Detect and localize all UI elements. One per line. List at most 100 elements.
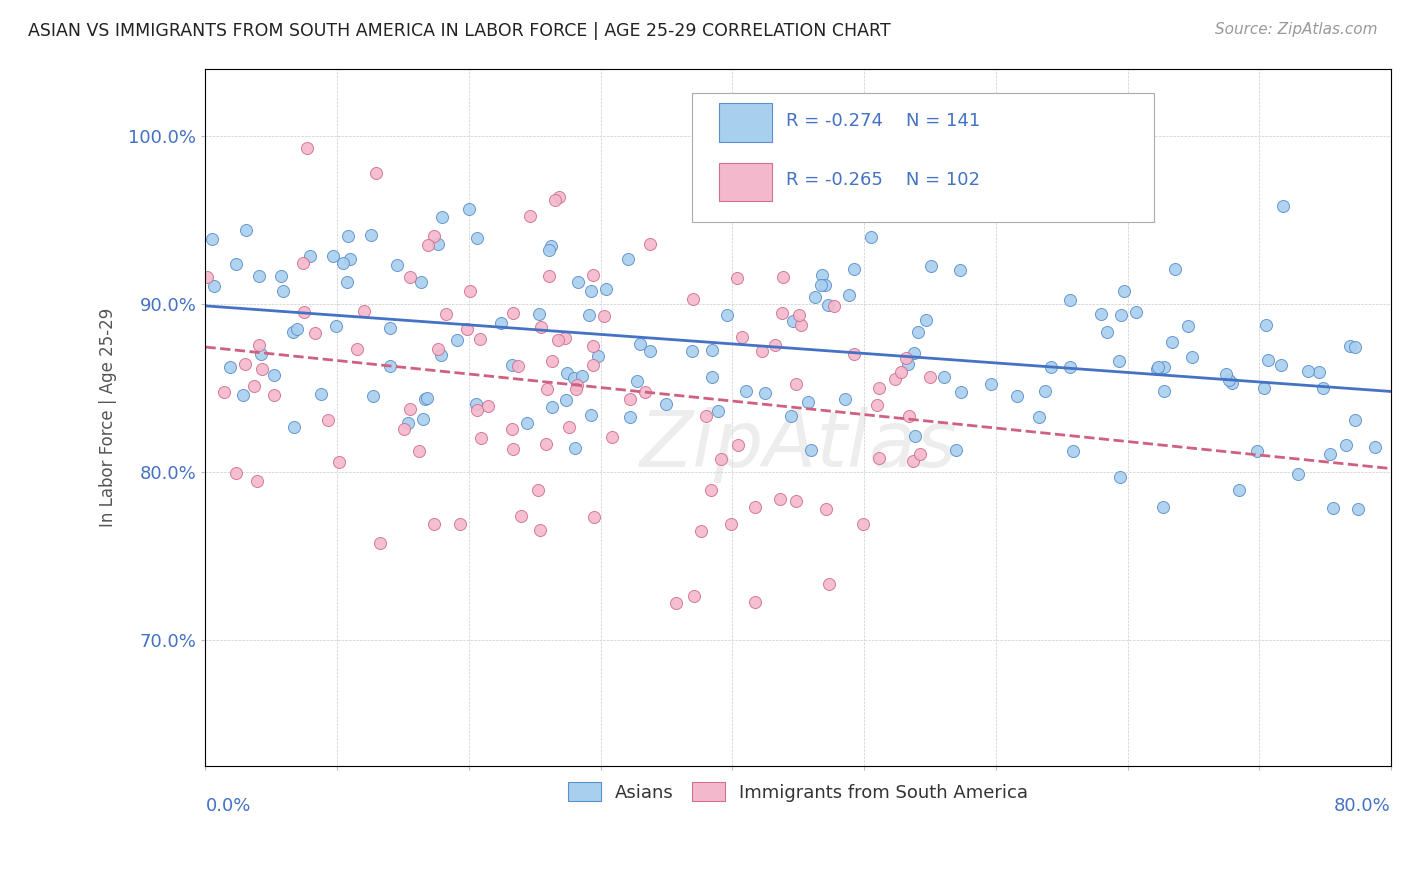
Point	[690, 524, 713, 539]
Point	[396, 416, 419, 430]
Point	[536, 382, 558, 396]
Point	[339, 252, 361, 266]
Point	[815, 502, 838, 516]
Point	[744, 595, 766, 609]
Point	[430, 348, 453, 362]
Point	[842, 262, 865, 277]
Point	[446, 333, 468, 347]
Point	[225, 466, 247, 480]
Point	[735, 384, 758, 398]
Point	[727, 438, 749, 452]
Point	[1033, 384, 1056, 398]
Point	[537, 243, 560, 257]
Point	[1220, 376, 1243, 391]
Point	[426, 236, 449, 251]
Point	[544, 193, 567, 207]
Point	[1028, 410, 1050, 425]
Point	[859, 230, 882, 244]
Point	[689, 176, 711, 190]
Point	[1319, 447, 1341, 461]
Point	[655, 397, 678, 411]
Point	[1146, 361, 1168, 376]
Point	[247, 338, 270, 352]
Point	[582, 509, 605, 524]
Point	[1286, 467, 1309, 481]
Text: ASIAN VS IMMIGRANTS FROM SOUTH AMERICA IN LABOR FORCE | AGE 25-29 CORRELATION CH: ASIAN VS IMMIGRANTS FROM SOUTH AMERICA I…	[28, 22, 891, 40]
Point	[782, 314, 804, 328]
Point	[934, 369, 956, 384]
Point	[449, 516, 471, 531]
Text: 0.0%: 0.0%	[205, 797, 250, 815]
Point	[328, 455, 350, 469]
Point	[201, 232, 224, 246]
Point	[243, 379, 266, 393]
Point	[1059, 293, 1081, 307]
Point	[336, 275, 359, 289]
Point	[980, 377, 1002, 392]
Point	[285, 322, 308, 336]
Point	[527, 307, 550, 321]
Point	[541, 353, 564, 368]
Point	[540, 400, 562, 414]
Point	[904, 429, 927, 443]
Point	[1177, 319, 1199, 334]
Point	[304, 326, 326, 340]
Point	[818, 577, 841, 591]
Text: 80.0%: 80.0%	[1334, 797, 1391, 815]
Point	[1246, 443, 1268, 458]
Point	[1161, 334, 1184, 349]
Point	[399, 269, 422, 284]
Point	[785, 376, 807, 391]
Point	[380, 359, 402, 373]
Point	[233, 358, 256, 372]
Point	[903, 346, 925, 360]
Text: R = -0.274    N = 141: R = -0.274 N = 141	[786, 112, 980, 130]
Point	[595, 282, 617, 296]
Point	[519, 209, 541, 223]
Point	[432, 210, 454, 224]
Point	[834, 392, 856, 407]
Point	[697, 158, 720, 172]
Point	[470, 431, 492, 445]
Point	[1032, 171, 1054, 186]
Point	[945, 442, 967, 457]
Point	[413, 392, 436, 406]
Point	[516, 417, 538, 431]
Point	[1344, 413, 1367, 427]
Point	[949, 262, 972, 277]
Point	[884, 372, 907, 386]
Point	[582, 268, 605, 282]
Point	[534, 437, 557, 451]
Point	[640, 236, 662, 251]
Point	[409, 276, 432, 290]
Point	[1059, 360, 1081, 375]
Point	[823, 299, 845, 313]
Point	[202, 279, 225, 293]
Point	[866, 398, 889, 412]
Point	[195, 269, 218, 284]
Point	[1125, 305, 1147, 319]
Point	[530, 319, 553, 334]
Point	[346, 342, 368, 356]
Point	[235, 223, 257, 237]
Point	[1322, 501, 1344, 516]
Point	[322, 249, 344, 263]
Point	[529, 523, 551, 537]
Point	[682, 589, 704, 603]
Point	[581, 359, 603, 373]
Point	[299, 249, 322, 263]
Point	[586, 349, 609, 363]
Point	[1272, 199, 1295, 213]
Point	[263, 388, 285, 402]
Point	[1312, 381, 1334, 395]
Point	[477, 400, 499, 414]
Point	[633, 384, 655, 399]
Text: Source: ZipAtlas.com: Source: ZipAtlas.com	[1215, 22, 1378, 37]
Point	[1005, 389, 1028, 403]
Point	[769, 491, 792, 506]
Point	[797, 395, 820, 409]
Point	[427, 343, 450, 357]
Point	[1336, 438, 1358, 452]
Point	[1257, 353, 1279, 368]
Point	[920, 260, 942, 274]
